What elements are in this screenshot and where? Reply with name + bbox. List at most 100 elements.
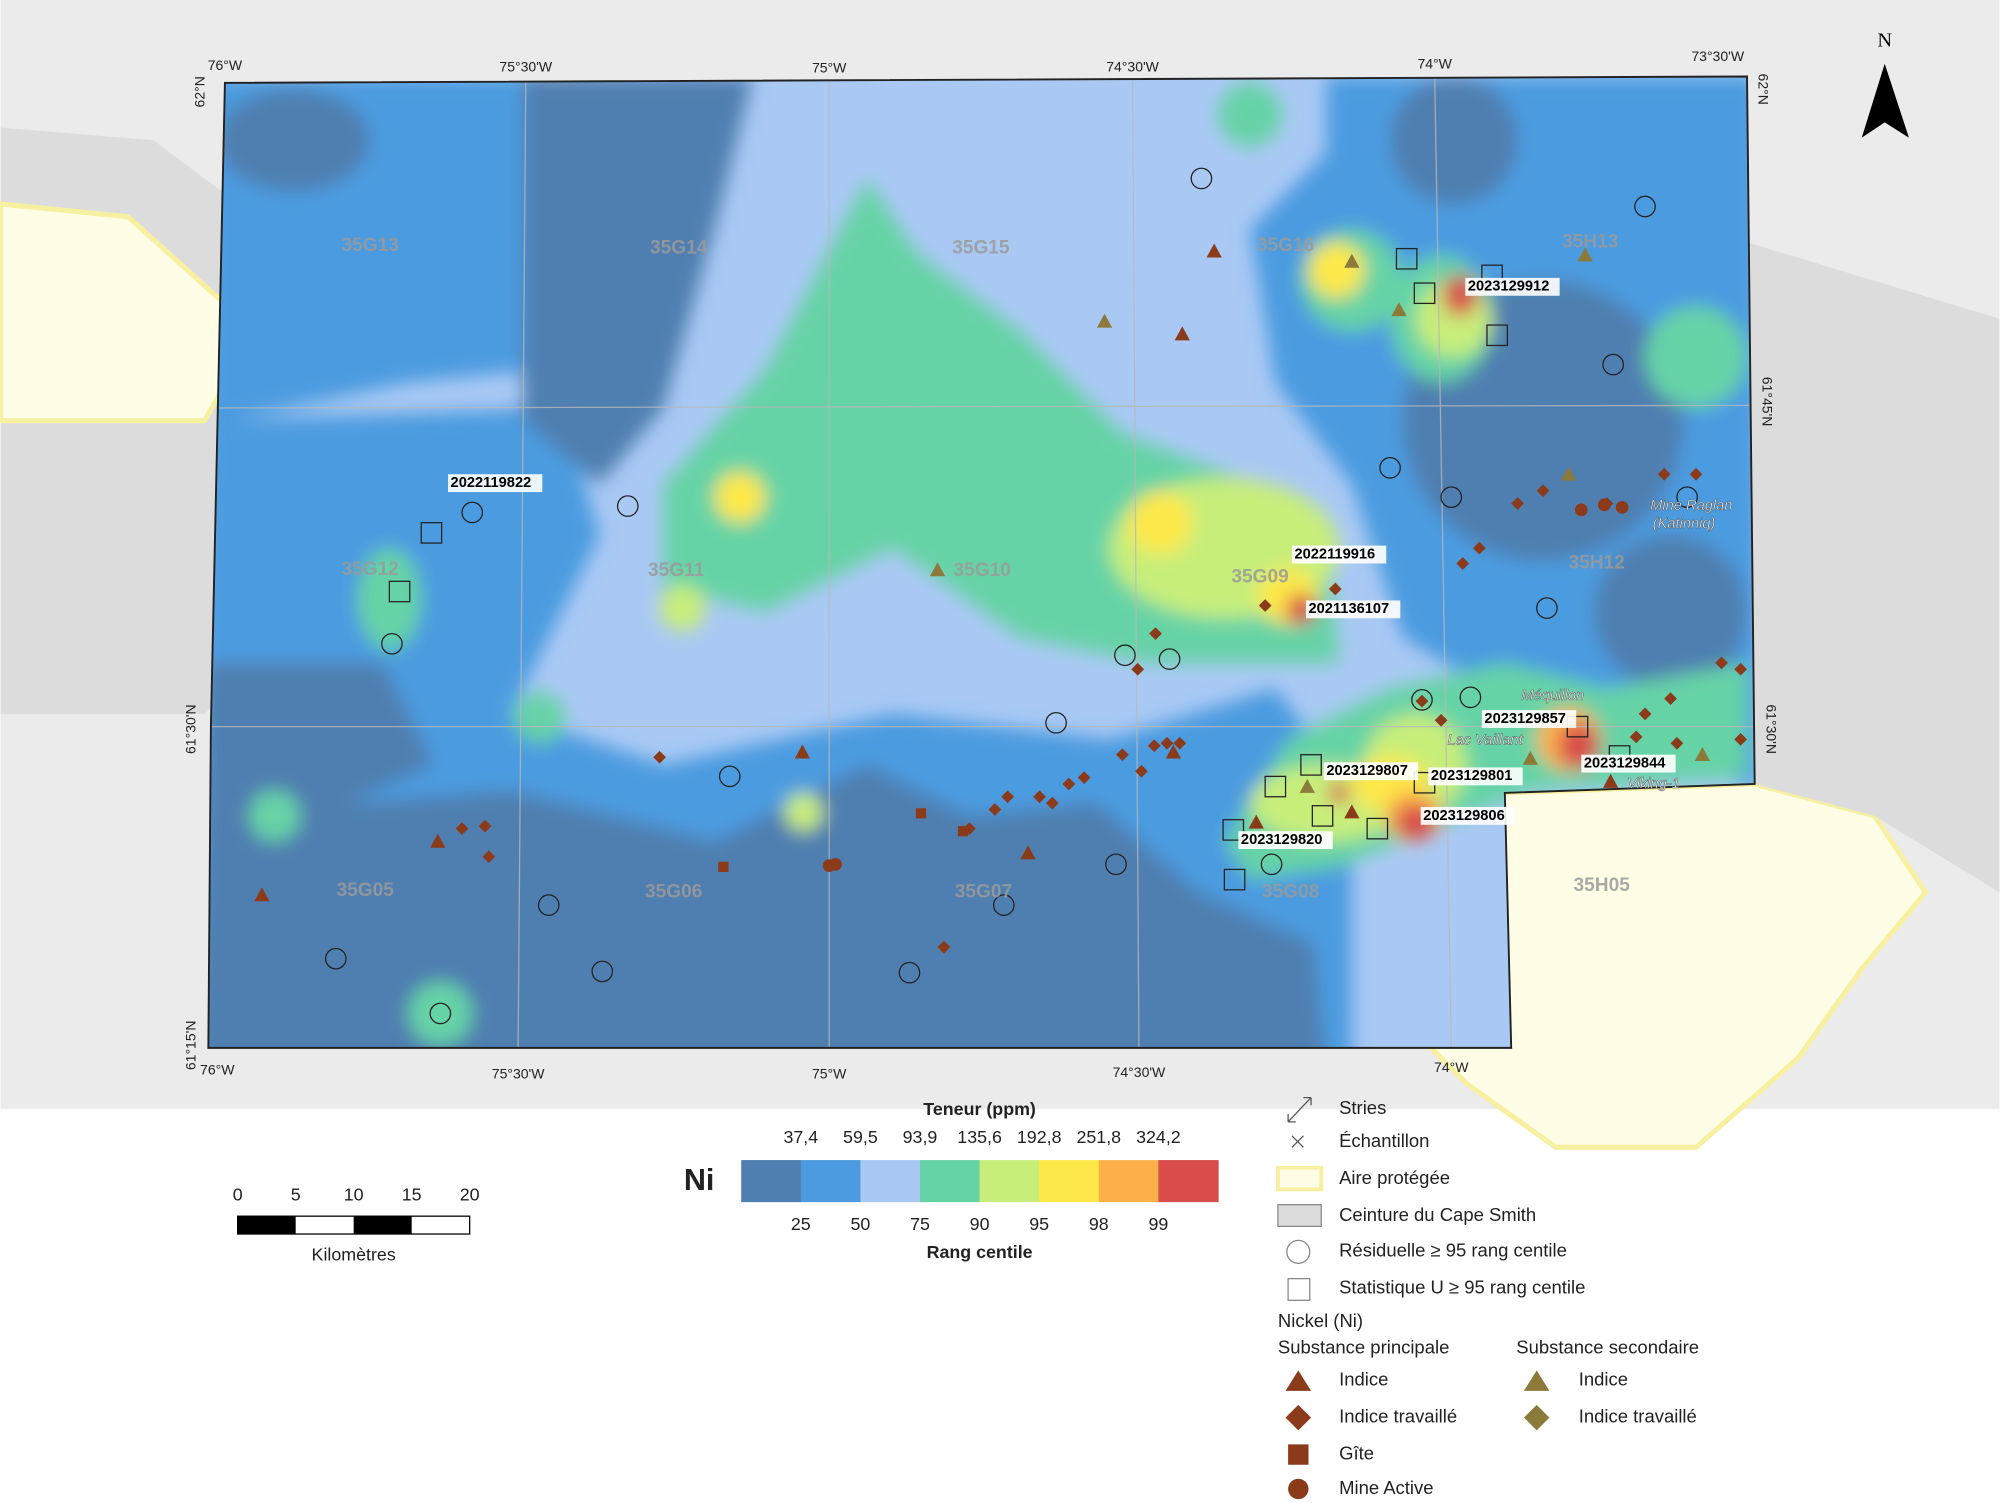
colorbar-bin [1158,1160,1219,1203]
symbol-indice-travaille [1135,764,1148,778]
symbol-u-stat [1300,754,1322,776]
legend-item: Aire protégée [1339,1167,1450,1188]
cape-smith-belt [1747,242,2000,893]
symbol-indice-travaille [1116,748,1129,762]
symbol-residual [992,894,1015,916]
sample-label: 2023129857 [1484,711,1566,727]
symbol-indice-travaille [1160,736,1174,750]
legend-primary-item: Indice [1339,1368,1388,1389]
legend-secondary-item: Indice travaillé [1579,1405,1697,1426]
symbol-indice [1391,302,1407,317]
sheet-label: 35H12 [1568,553,1624,574]
symbol-gite [915,808,927,819]
scale-label: 10 [344,1184,364,1204]
place-label: Viking-1 [1627,776,1680,792]
symbol-residual [1634,195,1656,218]
symbol-indice-travaille [1415,694,1429,708]
symbol-indice [929,562,946,577]
place-label: Méquillon [1521,688,1584,704]
symbol-residual [1190,167,1213,190]
legend-symbols [1275,1096,1550,1500]
percentile-label: 98 [1089,1214,1109,1234]
sheet-label: 35H05 [1574,875,1631,896]
symbol-indice [1602,773,1619,788]
symbol-residual [1114,644,1136,667]
sheet-label: 35G13 [342,235,399,256]
symbol-indice-travaille [1629,730,1643,744]
symbol-indice-travaille [1734,733,1748,746]
symbol-u-stat [388,580,411,603]
symbol-residual [1440,486,1463,509]
lon-label: 74°30'W [1113,1064,1166,1080]
symbol-mine [1574,503,1588,517]
symbol-residual [616,495,639,517]
symbol-indice-travaille [1689,467,1703,481]
legend-secondary-item: Indice [1579,1368,1628,1389]
symbol-indice [1174,326,1190,341]
north-arrow [1861,63,1909,138]
symbol-u-stat [1264,775,1287,798]
symbol-indice-travaille [482,850,496,864]
symbol-indice-travaille [478,819,492,833]
symbol-indice [430,833,446,848]
symbol-u-stat [1223,868,1246,891]
colorbar-bin [1098,1160,1160,1203]
symbol-indice-travaille [455,822,469,835]
ppm-label: 59,5 [843,1127,878,1147]
symbol-residual [1602,353,1625,376]
symbol-mine [822,859,836,872]
colorbar-bin [800,1160,862,1203]
symbol-indice-travaille [1670,736,1684,750]
symbol-indice-travaille [1258,599,1272,612]
sample-label: 2022119916 [1294,546,1375,562]
map-frame [207,75,1756,1049]
sheet-label: 35G16 [1257,235,1314,256]
symbol-indice-travaille [1062,777,1076,791]
symbol-indice-travaille [1638,707,1652,721]
legend-item: Ceinture du Cape Smith [1339,1204,1536,1225]
sheet-label: 35G05 [336,880,394,901]
sample-label-box [1581,754,1676,773]
place-label: Lac Vaillant [1447,733,1523,749]
north-label: N [1877,30,1892,52]
lon-label: 76°W [200,1062,235,1078]
sheet-label: 35G12 [342,559,399,580]
sample-label-box [1481,710,1577,728]
symbol-indice-travaille [1149,627,1162,640]
sheet-label: 35G14 [650,238,708,259]
symbol-gite [718,861,729,872]
percentile-label: 75 [910,1214,930,1234]
ppm-label: 135,6 [957,1127,1002,1147]
symbol-indice [1020,845,1036,860]
percentile-label: 99 [1148,1214,1168,1234]
legend-group-title: Nickel (Ni) [1278,1310,1363,1331]
lat-label: 61°30'N [182,704,198,754]
symbol-residual [429,1002,452,1025]
lon-label: 75°30'W [499,58,552,74]
sample-label: 2023129820 [1241,832,1323,848]
symbol-indice-travaille [1434,713,1448,727]
sample-label: 2023129912 [1468,279,1550,295]
lat-label: 61°30'N [1763,704,1779,754]
symbol-residual [381,632,403,655]
legend-primary-item: Indice travaillé [1339,1405,1457,1426]
lon-label: 75°W [812,1065,847,1081]
symbol-indice-travaille [1033,790,1046,804]
symbol-indice [1096,313,1113,328]
lon-label: 74°W [1417,56,1452,72]
symbol-u-stat [1395,247,1418,270]
symbol-residual [537,894,560,916]
lon-label: 73°30'W [1691,48,1744,64]
symbol-indice-travaille [1511,497,1524,510]
symbol-indice [1694,747,1711,762]
percentile-label: 95 [1029,1214,1049,1234]
sample-label-box [1323,762,1419,781]
sheet-label: 35G06 [645,881,702,902]
symbol-u-stat [1366,817,1389,840]
sample-label-box [1428,767,1523,786]
legend-item: Statistique U ≥ 95 rang centile [1339,1277,1585,1298]
place-label: Mine Raglan [1650,498,1732,514]
symbol-mine [1597,498,1611,512]
colorbar-bin [979,1160,1040,1203]
